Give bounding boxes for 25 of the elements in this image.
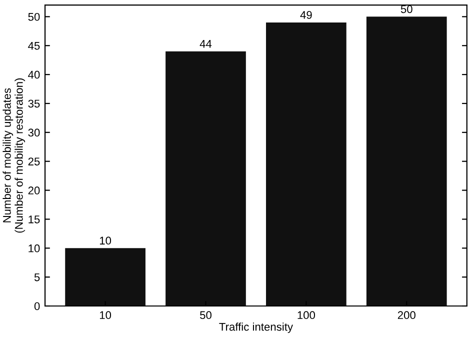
bar	[65, 248, 146, 306]
y-tick-label: 5	[34, 273, 40, 282]
y-tick-label: 10	[28, 244, 40, 252]
bar	[166, 51, 246, 306]
data-label: 49	[300, 11, 312, 19]
data-label: 50	[400, 5, 412, 14]
y-tick-label: 50	[28, 12, 40, 21]
y-tick-label: 40	[28, 70, 40, 79]
y-tick-label: 30	[28, 128, 40, 137]
y-tick-label: 20	[28, 186, 40, 194]
y-tick-label: 15	[28, 216, 40, 224]
x-axis-title: Traffic intensity	[219, 322, 293, 333]
x-tick-label: 100	[298, 311, 316, 320]
y-tick-label: 0	[34, 302, 40, 310]
bar	[366, 16, 447, 306]
y-tick-label: 45	[28, 42, 40, 50]
x-tick-label: 200	[398, 311, 416, 320]
y-tick-label: 25	[28, 158, 40, 166]
y-axis-title: Number of mobility updates (Number of mobility restoration)	[2, 78, 26, 233]
data-label: 10	[100, 236, 112, 245]
y-tick-label: 35	[28, 100, 40, 108]
x-tick-label: 50	[200, 311, 212, 320]
bar	[266, 22, 346, 306]
x-tick-label: 10	[100, 311, 112, 320]
data-label: 44	[200, 40, 212, 48]
